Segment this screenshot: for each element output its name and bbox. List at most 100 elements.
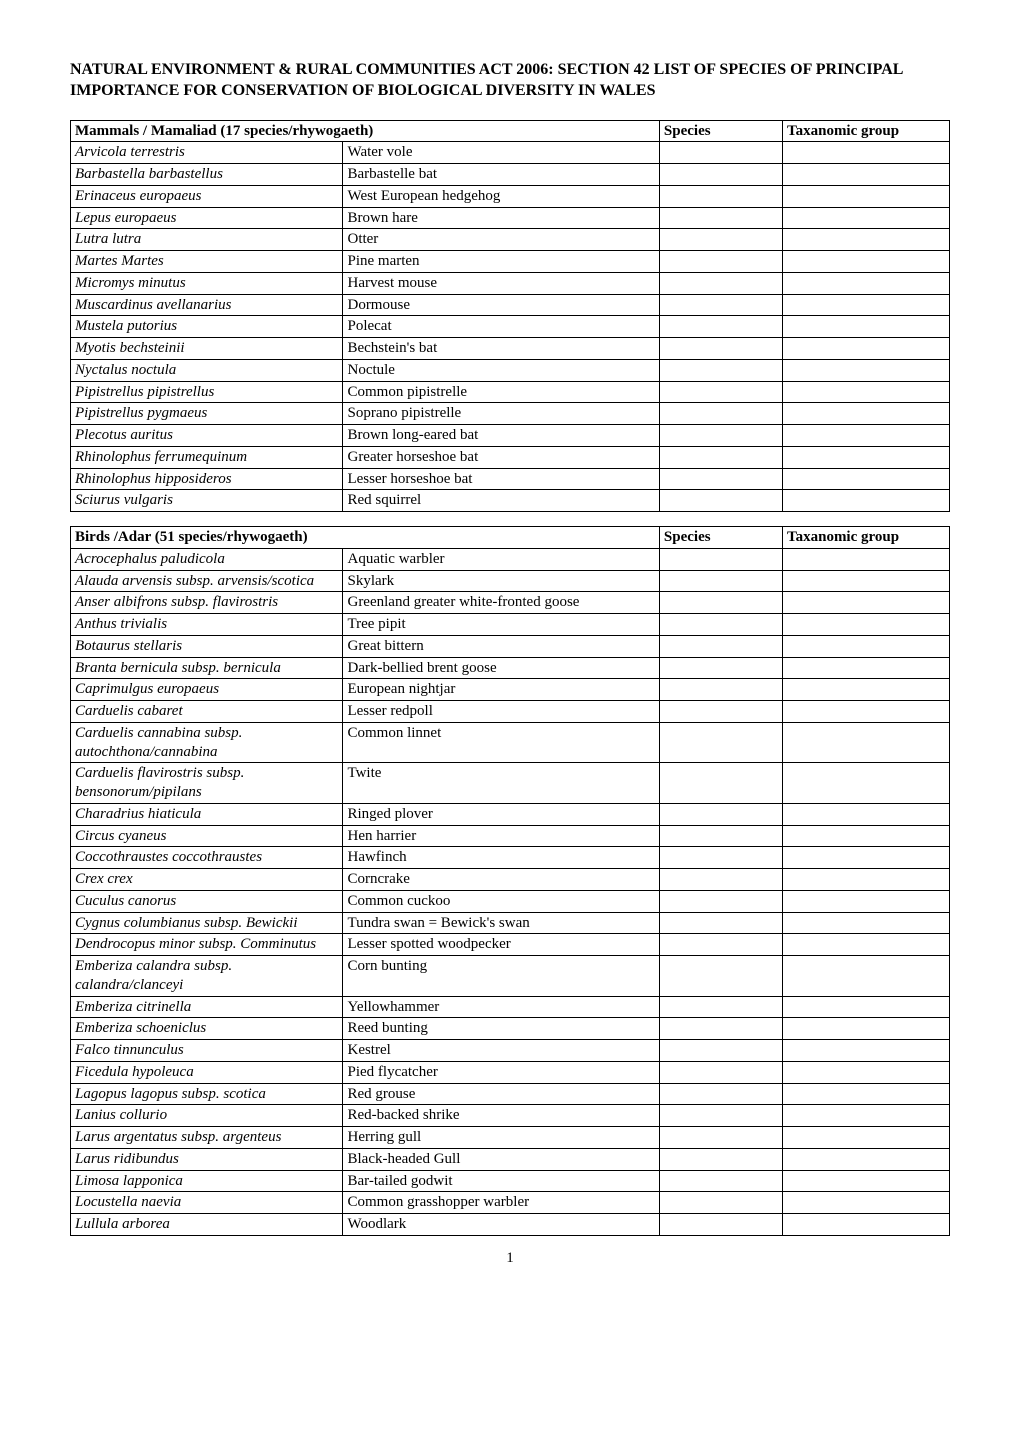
species-cell (659, 425, 782, 447)
group-cell (782, 956, 949, 997)
species-cell (659, 635, 782, 657)
table-row: Rhinolophus ferrumequinumGreater horsesh… (71, 446, 950, 468)
group-cell (782, 1127, 949, 1149)
table-row: Caprimulgus europaeusEuropean nightjar (71, 679, 950, 701)
table-row: Nyctalus noctulaNoctule (71, 359, 950, 381)
group-cell (782, 570, 949, 592)
table-row: Cuculus canorusCommon cuckoo (71, 890, 950, 912)
species-cell (659, 570, 782, 592)
common-name-cell: European nightjar (343, 679, 659, 701)
table-row: Micromys minutusHarvest mouse (71, 272, 950, 294)
table-row: Erinaceus europaeusWest European hedgeho… (71, 185, 950, 207)
common-name-cell: Ringed plover (343, 803, 659, 825)
latin-name-cell: Acrocephalus paludicola (71, 548, 343, 570)
table-row: Emberiza schoeniclusReed bunting (71, 1018, 950, 1040)
species-cell (659, 251, 782, 273)
table-row: Branta bernicula subsp. berniculaDark-be… (71, 657, 950, 679)
group-cell (782, 403, 949, 425)
table-row: Charadrius hiaticulaRinged plover (71, 803, 950, 825)
common-name-cell: Harvest mouse (343, 272, 659, 294)
species-cell (659, 316, 782, 338)
species-cell (659, 1018, 782, 1040)
birds-table: Birds /Adar (51 species/rhywogaeth) Spec… (70, 526, 950, 1236)
species-cell (659, 207, 782, 229)
latin-name-cell: Dendrocopus minor subsp. Comminutus (71, 934, 343, 956)
common-name-cell: Corncrake (343, 869, 659, 891)
group-cell (782, 1105, 949, 1127)
table-row: Coccothraustes coccothraustesHawfinch (71, 847, 950, 869)
table-row: Pipistrellus pygmaeusSoprano pipistrelle (71, 403, 950, 425)
col-species-header: Species (659, 120, 782, 142)
common-name-cell: Red-backed shrike (343, 1105, 659, 1127)
species-cell (659, 1083, 782, 1105)
latin-name-cell: Barbastella barbastellus (71, 164, 343, 186)
common-name-cell: Red grouse (343, 1083, 659, 1105)
latin-name-cell: Falco tinnunculus (71, 1040, 343, 1062)
birds-header: Birds /Adar (51 species/rhywogaeth) (71, 527, 660, 549)
table-row: Carduelis cannabina subsp. autochthona/c… (71, 722, 950, 763)
latin-name-cell: Emberiza schoeniclus (71, 1018, 343, 1040)
species-cell (659, 381, 782, 403)
species-cell (659, 338, 782, 360)
common-name-cell: Bar-tailed godwit (343, 1170, 659, 1192)
table-row: Lanius collurioRed-backed shrike (71, 1105, 950, 1127)
group-cell (782, 316, 949, 338)
species-cell (659, 1127, 782, 1149)
species-cell (659, 142, 782, 164)
group-cell (782, 1040, 949, 1062)
species-cell (659, 1061, 782, 1083)
group-cell (782, 1170, 949, 1192)
latin-name-cell: Circus cyaneus (71, 825, 343, 847)
common-name-cell: Tree pipit (343, 614, 659, 636)
mammals-table: Mammals / Mamaliad (17 species/rhywogaet… (70, 120, 950, 513)
common-name-cell: Twite (343, 763, 659, 804)
table-row: Larus argentatus subsp. argenteusHerring… (71, 1127, 950, 1149)
latin-name-cell: Larus ridibundus (71, 1148, 343, 1170)
common-name-cell: Yellowhammer (343, 996, 659, 1018)
group-cell (782, 934, 949, 956)
common-name-cell: Reed bunting (343, 1018, 659, 1040)
table-row: Plecotus auritusBrown long-eared bat (71, 425, 950, 447)
latin-name-cell: Emberiza citrinella (71, 996, 343, 1018)
latin-name-cell: Branta bernicula subsp. bernicula (71, 657, 343, 679)
common-name-cell: Dormouse (343, 294, 659, 316)
common-name-cell: Otter (343, 229, 659, 251)
species-cell (659, 763, 782, 804)
latin-name-cell: Nyctalus noctula (71, 359, 343, 381)
group-cell (782, 890, 949, 912)
page-title: NATURAL ENVIRONMENT & RURAL COMMUNITIES … (70, 60, 950, 102)
latin-name-cell: Larus argentatus subsp. argenteus (71, 1127, 343, 1149)
latin-name-cell: Pipistrellus pipistrellus (71, 381, 343, 403)
species-cell (659, 1214, 782, 1236)
latin-name-cell: Alauda arvensis subsp. arvensis/scotica (71, 570, 343, 592)
group-cell (782, 272, 949, 294)
group-cell (782, 1061, 949, 1083)
common-name-cell: Common pipistrelle (343, 381, 659, 403)
table-row: Falco tinnunculusKestrel (71, 1040, 950, 1062)
species-cell (659, 1040, 782, 1062)
group-cell (782, 763, 949, 804)
common-name-cell: Black-headed Gull (343, 1148, 659, 1170)
species-cell (659, 446, 782, 468)
species-cell (659, 229, 782, 251)
table-row: Acrocephalus paludicolaAquatic warbler (71, 548, 950, 570)
latin-name-cell: Lullula arborea (71, 1214, 343, 1236)
common-name-cell: Greenland greater white-fronted goose (343, 592, 659, 614)
table-row: Myotis bechsteiniiBechstein's bat (71, 338, 950, 360)
latin-name-cell: Lagopus lagopus subsp. scotica (71, 1083, 343, 1105)
table-row: Lutra lutraOtter (71, 229, 950, 251)
latin-name-cell: Lutra lutra (71, 229, 343, 251)
table-row: Anthus trivialisTree pipit (71, 614, 950, 636)
species-cell (659, 185, 782, 207)
species-cell (659, 847, 782, 869)
species-cell (659, 592, 782, 614)
common-name-cell: Aquatic warbler (343, 548, 659, 570)
common-name-cell: Herring gull (343, 1127, 659, 1149)
common-name-cell: Common linnet (343, 722, 659, 763)
latin-name-cell: Rhinolophus ferrumequinum (71, 446, 343, 468)
group-cell (782, 338, 949, 360)
group-cell (782, 142, 949, 164)
species-cell (659, 934, 782, 956)
species-cell (659, 657, 782, 679)
common-name-cell: Bechstein's bat (343, 338, 659, 360)
